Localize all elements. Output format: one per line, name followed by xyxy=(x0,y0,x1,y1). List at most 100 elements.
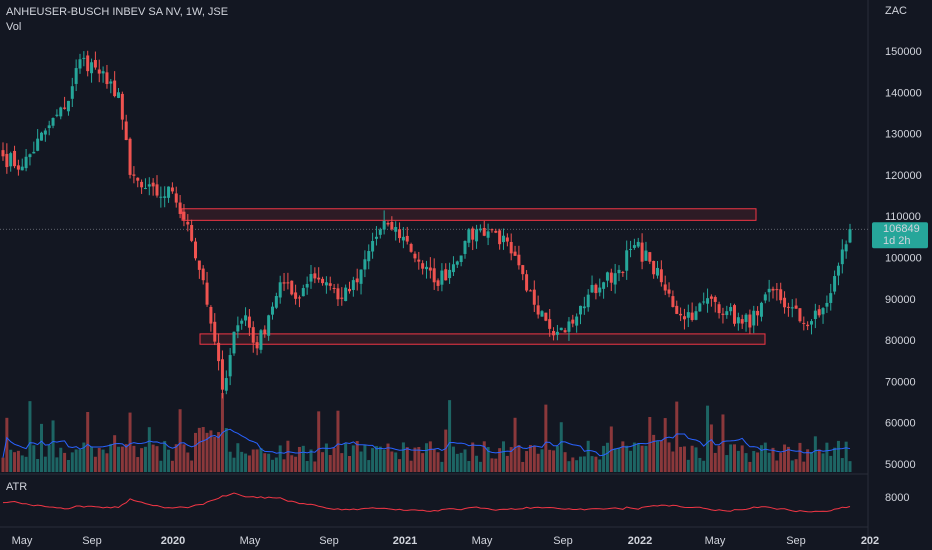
volume-bar xyxy=(205,432,209,472)
candle-body xyxy=(105,72,109,85)
candle-body xyxy=(817,309,821,316)
volume-bar xyxy=(763,442,767,472)
candle-body xyxy=(305,283,309,288)
volume-bar xyxy=(143,446,147,472)
time-tick-label: 2022 xyxy=(628,535,652,547)
volume-bar xyxy=(702,460,706,472)
candle-body xyxy=(686,312,690,318)
candle-body xyxy=(1,150,5,157)
candle-body xyxy=(220,359,224,390)
volume-bar xyxy=(209,430,213,472)
volume-bar xyxy=(494,458,498,472)
volume-bar xyxy=(659,440,663,472)
volume-bar xyxy=(663,418,667,472)
volume-bar xyxy=(78,449,82,472)
atr-line xyxy=(2,492,851,513)
volume-bar xyxy=(332,448,336,472)
candle-body xyxy=(301,288,305,297)
volume-bar xyxy=(783,444,787,472)
candle-body xyxy=(217,342,221,362)
time-tick-label: Sep xyxy=(319,535,339,547)
time-tick-label: May xyxy=(705,535,726,547)
candle-body xyxy=(317,277,321,280)
time-tick-label: 2021 xyxy=(393,535,417,547)
volume-bar xyxy=(394,452,398,472)
candle-body xyxy=(490,229,494,231)
volume-bar xyxy=(63,452,67,472)
candle-body xyxy=(247,316,251,328)
candle-body xyxy=(20,166,24,171)
candle-body xyxy=(128,138,132,175)
candle-body xyxy=(294,292,298,299)
volume-bar xyxy=(629,450,633,472)
candle-body xyxy=(752,310,756,326)
volume-bar xyxy=(351,445,355,472)
candle-body xyxy=(143,188,147,190)
volume-bars xyxy=(1,392,852,472)
volume-bar xyxy=(43,456,47,472)
candle-body xyxy=(398,229,402,239)
volume-bar xyxy=(582,456,586,472)
candle-body xyxy=(132,174,136,176)
candle-body xyxy=(586,294,590,308)
candle-body xyxy=(394,227,398,232)
volume-bar xyxy=(382,449,386,472)
price-tick-label: 100000 xyxy=(885,253,922,265)
candle-body xyxy=(513,251,517,256)
last-price-value: 106849 xyxy=(883,223,920,235)
volume-bar xyxy=(475,455,479,472)
volume-bar xyxy=(16,450,20,472)
volume-bar xyxy=(540,449,544,472)
symbol-title: ANHEUSER-BUSCH INBEV SA NV, 1W, JSE xyxy=(6,6,229,18)
candle-body xyxy=(340,297,344,299)
volume-bar xyxy=(159,460,163,472)
candle-body xyxy=(386,222,390,225)
candle-body xyxy=(194,241,197,259)
volume-bar xyxy=(228,451,232,472)
candle-body xyxy=(498,230,502,245)
price-tick-label: 70000 xyxy=(885,376,916,388)
volume-bar xyxy=(721,414,725,472)
volume-ma-line xyxy=(2,428,851,458)
candle-body xyxy=(521,265,525,275)
volume-bar xyxy=(779,452,783,472)
volume-bar xyxy=(744,453,748,472)
candle-body xyxy=(355,278,359,283)
candle-body xyxy=(836,265,840,276)
volume-bar xyxy=(178,409,182,472)
volume-bar xyxy=(432,449,436,472)
candle-body xyxy=(40,132,43,141)
candle-body xyxy=(771,288,775,291)
candle-body xyxy=(763,294,767,301)
candle-body xyxy=(159,196,163,198)
candle-body xyxy=(205,282,209,305)
volume-bar xyxy=(667,442,671,472)
candle-body xyxy=(374,236,378,239)
volume-bar xyxy=(436,452,440,472)
volume-bar xyxy=(232,457,236,472)
candle-body xyxy=(409,244,413,252)
volume-bar xyxy=(486,447,490,472)
candle-body xyxy=(494,230,498,233)
candle-body xyxy=(43,130,47,135)
volume-bar xyxy=(66,459,70,472)
candle-body xyxy=(59,107,63,117)
candle-body xyxy=(440,270,444,285)
price-tick-label: 90000 xyxy=(885,294,916,306)
volume-bar xyxy=(675,401,679,472)
candle-body xyxy=(425,266,428,270)
candle-body xyxy=(86,55,90,72)
volume-bar xyxy=(621,441,625,472)
candle-body xyxy=(344,287,348,302)
candle-body xyxy=(509,242,513,254)
volume-bar xyxy=(309,449,313,472)
candle-body xyxy=(756,310,760,316)
volume-bar xyxy=(444,429,448,472)
volume-bar xyxy=(321,452,325,472)
candle-body xyxy=(263,329,267,335)
candle-body xyxy=(190,225,194,241)
candle-body xyxy=(528,290,532,292)
candle-body xyxy=(324,282,328,286)
volume-bar xyxy=(90,446,94,472)
